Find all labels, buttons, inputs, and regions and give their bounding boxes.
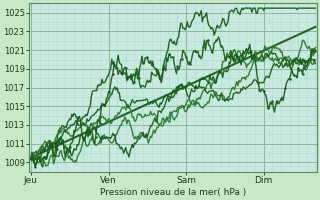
X-axis label: Pression niveau de la mer( hPa ): Pression niveau de la mer( hPa ) [100,188,246,197]
